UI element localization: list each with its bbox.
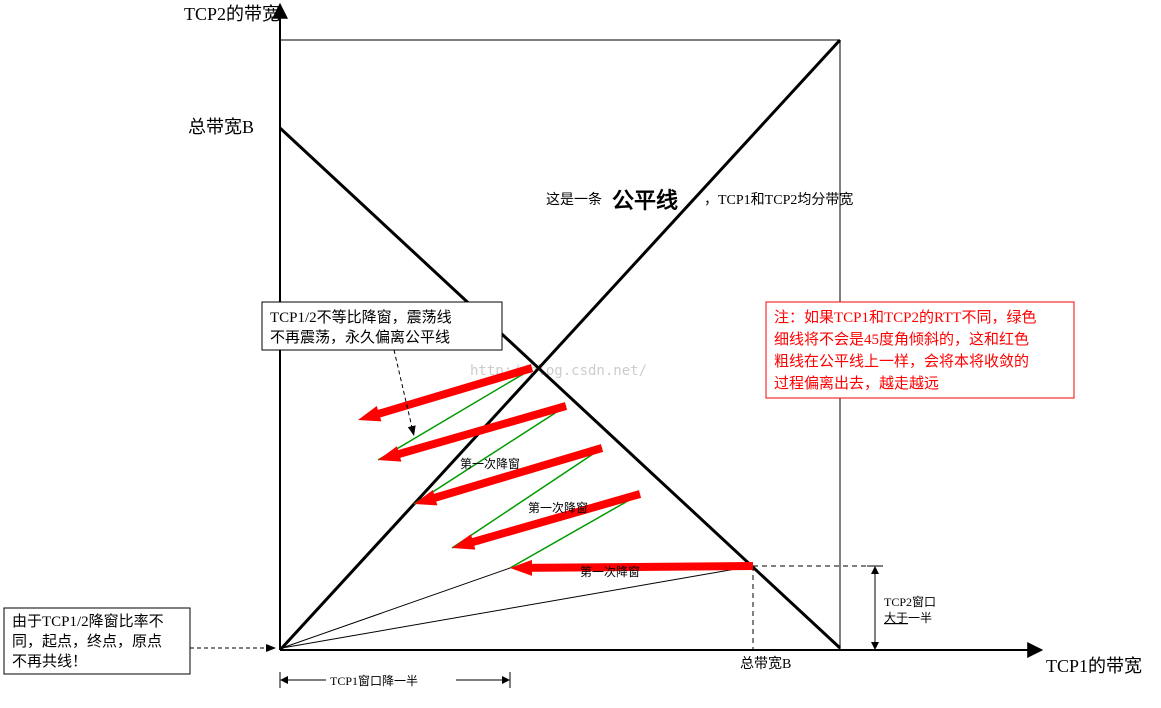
box-black-leader (394, 350, 413, 430)
box-origin-leader-head (266, 644, 276, 652)
box-origin-line-0: 由于TCP1/2降窗比率不 (12, 612, 164, 630)
green-line-3 (378, 370, 530, 460)
dim-tcp1-arrow-l-head (280, 676, 288, 684)
box-black-line-1: 不再震荡，永久偏离公平线 (270, 329, 450, 346)
origin-ray-0 (282, 566, 753, 648)
dim-tcp2-label-1: TCP2窗口 (884, 595, 936, 609)
red-arrow-2 (427, 448, 602, 500)
dim-tcp2-arrow-t-head (871, 566, 879, 574)
capacity-label-x: 总带宽B (740, 655, 791, 672)
capacity-label-y: 总带宽B (188, 117, 254, 137)
origin-ray-1 (282, 568, 510, 648)
fairness-prefix: 这是一条 (546, 191, 602, 208)
box-red-line-3: 过程偏离出去，越走越远 (774, 375, 939, 392)
dim-tcp2-arrow-b-head (871, 642, 879, 650)
fairness-suffix: ，TCP1和TCP2均分带宽 (704, 191, 853, 208)
reduce-label-1: 第一次降窗 (528, 501, 588, 515)
dim-tcp1-arrow-r-head (502, 676, 510, 684)
reduce-label-0: 第一次降窗 (580, 565, 640, 579)
dim-tcp2-label-2: 大于一半 (884, 611, 932, 625)
box-origin-line-2: 不再共线！ (12, 653, 87, 670)
dim-tcp1-label: TCP1窗口降一半 (330, 674, 418, 688)
red-arrow-1-head (452, 534, 475, 549)
box-red-line-1: 细线将不会是45度角倾斜的，这和红色 (774, 331, 1029, 348)
box-red-line-0: 注：如果TCP1和TCP2的RTT不同，绿色 (774, 309, 1036, 326)
box-black-leader-head (408, 425, 416, 436)
fairness-big: 公平线 (612, 188, 678, 213)
red-arrow-4 (371, 368, 532, 416)
y-axis-label: TCP2的带宽 (184, 4, 280, 24)
reduce-label-2: 第一次降窗 (460, 457, 520, 471)
x-axis-label: TCP1的带宽 (1046, 656, 1142, 676)
box-origin-line-1: 同，起点，终点，原点 (12, 633, 162, 650)
box-black-line-0: TCP1/2不等比降窗，震荡线 (270, 308, 452, 326)
red-arrow-4-head (358, 406, 381, 421)
box-red-line-2: 粗线在公平线上一样，会将本将收敛的 (774, 353, 1029, 370)
red-arrow-3 (391, 406, 566, 456)
